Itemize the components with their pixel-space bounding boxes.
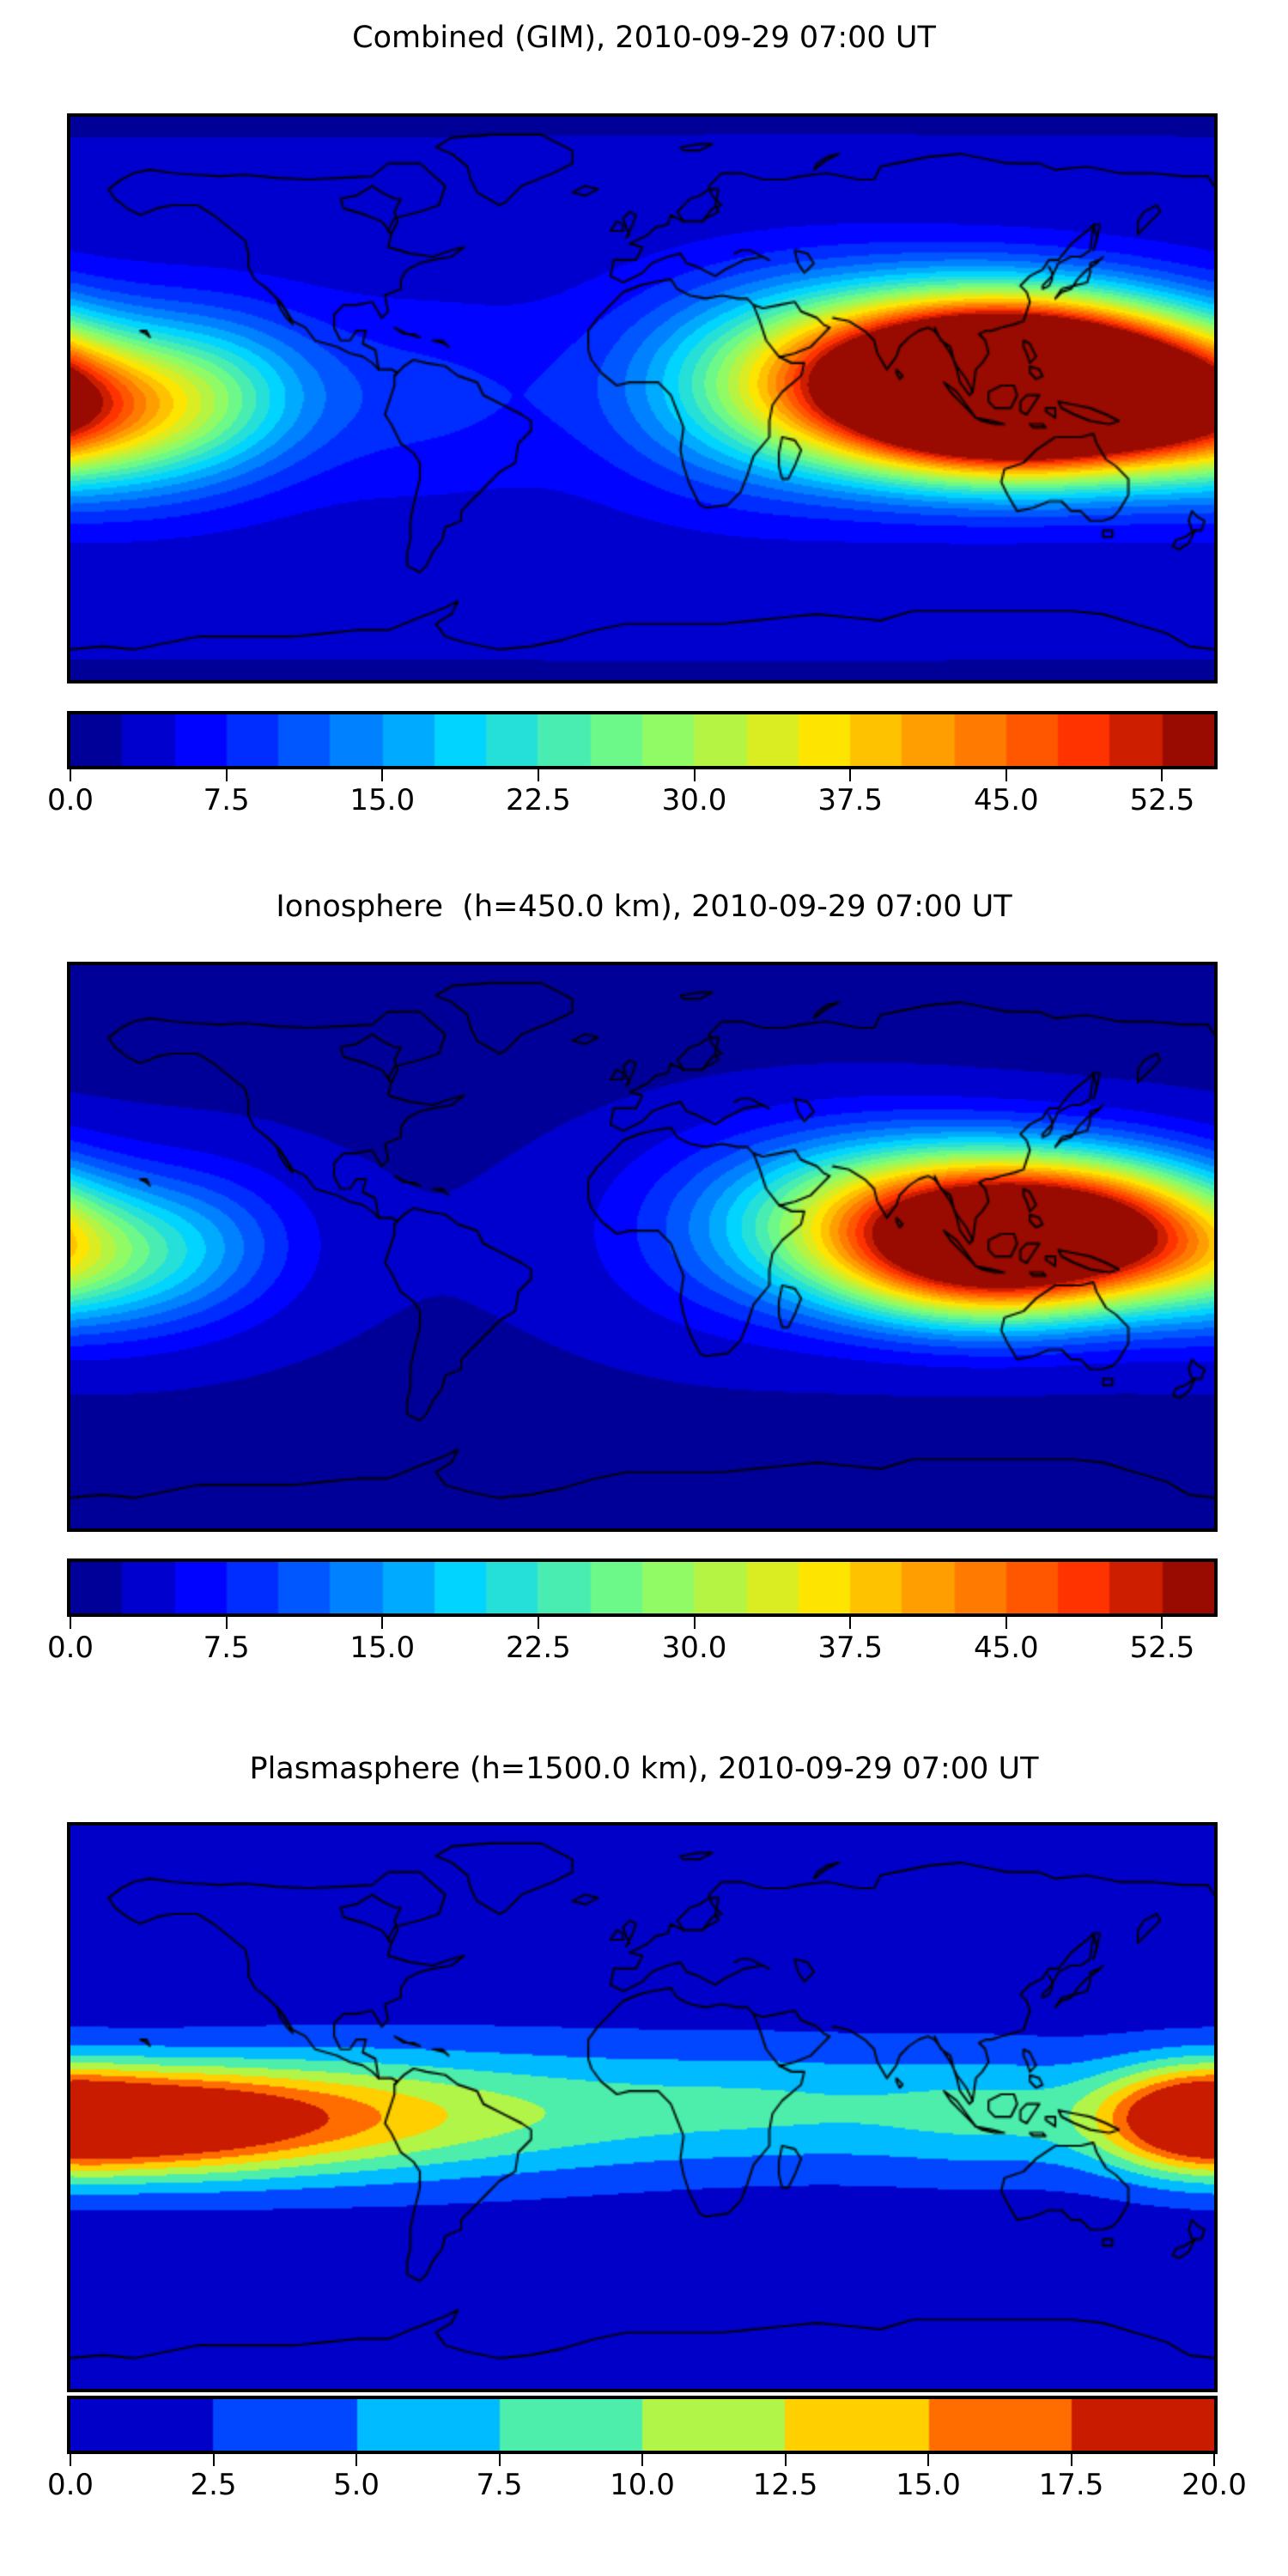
colorbar-tick-label: 37.5 (817, 1631, 884, 1665)
panel-title-combined-gim: Combined (GIM), 2010-09-29 07:00 UT (352, 21, 936, 55)
colorbar-tick (693, 1617, 696, 1629)
map-canvas-ionosphere (70, 965, 1214, 1528)
colorbar-tick (693, 769, 696, 781)
colorbar-tick-label: 30.0 (661, 783, 727, 817)
colorbar-labels-plasmasphere: 0.0 2.5 5.0 7.5 10.0 12.5 15.0 17.5 20.0 (47, 2468, 1247, 2504)
colorbar-combined-gim: 0.0 7.5 15.0 22.5 30.0 37.5 45.0 52.5 (47, 711, 1218, 823)
colorbar-tick-label: 0.0 (46, 2468, 94, 2502)
colorbar-tick-label: 20.0 (1182, 2468, 1247, 2502)
colorbar-gradient-ionosphere (67, 1558, 1218, 1617)
colorbar-tick-label: 15.0 (349, 783, 416, 817)
colorbar-tick-label: 0.0 (46, 783, 94, 817)
colorbar-tick-label: 52.5 (1129, 783, 1195, 817)
colorbar-tick (1005, 1617, 1007, 1629)
colorbar-tick (70, 1617, 71, 1629)
colorbar-tick-label: 22.5 (506, 1631, 571, 1665)
map-ionosphere (67, 962, 1218, 1532)
panel-title-plasmasphere: Plasmasphere (h=1500.0 km), 2010-09-29 0… (249, 1752, 1039, 1786)
colorbar-tick (381, 769, 384, 781)
colorbar-tick-label: 0.0 (46, 1631, 94, 1665)
colorbar-tick-label: 7.5 (476, 2468, 523, 2502)
panel-title-ionosphere: Ionosphere (h=450.0 km), 2010-09-29 07:0… (276, 890, 1012, 924)
colorbar-tick-label: 22.5 (506, 783, 571, 817)
colorbar-tick (355, 2454, 357, 2466)
colorbar-ticks-plasmasphere (67, 2454, 1215, 2466)
colorbar-tick (70, 2454, 71, 2466)
colorbar-tick-label: 15.0 (349, 1631, 416, 1665)
colorbar-tick (927, 2454, 929, 2466)
colorbar-gradient-plasmasphere (67, 2396, 1218, 2454)
colorbar-ticks-combined-gim (67, 769, 1211, 781)
colorbar-gradient-combined-gim (67, 711, 1218, 769)
colorbar-ticks-ionosphere (67, 1617, 1211, 1629)
colorbar-tick (537, 769, 539, 781)
colorbar-tick (1161, 769, 1163, 781)
colorbar-tick-label: 2.5 (190, 2468, 237, 2502)
colorbar-tick-label: 52.5 (1129, 1631, 1195, 1665)
colorbar-labels-combined-gim: 0.0 7.5 15.0 22.5 30.0 37.5 45.0 52.5 (47, 783, 1211, 819)
colorbar-tick-label: 7.5 (203, 1631, 250, 1665)
colorbar-tick (1213, 2454, 1215, 2466)
colorbar-tick-label: 45.0 (973, 783, 1039, 817)
colorbar-tick (212, 2454, 215, 2466)
colorbar-tick (498, 2454, 501, 2466)
colorbar-tick-label: 5.0 (332, 2468, 380, 2502)
colorbar-labels-ionosphere: 0.0 7.5 15.0 22.5 30.0 37.5 45.0 52.5 (47, 1631, 1211, 1667)
colorbar-tick-label: 30.0 (661, 1631, 727, 1665)
colorbar-tick-label: 37.5 (817, 783, 884, 817)
colorbar-tick-label: 10.0 (610, 2468, 675, 2502)
colorbar-tick (1005, 769, 1007, 781)
colorbar-tick (537, 1617, 539, 1629)
colorbar-tick (1161, 1617, 1163, 1629)
colorbar-tick (784, 2454, 787, 2466)
colorbar-tick-label: 12.5 (752, 2468, 818, 2502)
map-combined-gim (67, 113, 1218, 683)
colorbar-tick (1070, 2454, 1072, 2466)
colorbar-tick (225, 1617, 228, 1629)
colorbar-tick-label: 45.0 (973, 1631, 1039, 1665)
colorbar-tick-label: 15.0 (896, 2468, 961, 2502)
map-canvas-plasmasphere (70, 1826, 1214, 2389)
colorbar-tick-label: 17.5 (1038, 2468, 1104, 2502)
colorbar-tick (849, 769, 852, 781)
map-canvas-combined-gim (70, 117, 1214, 680)
colorbar-tick (70, 769, 71, 781)
colorbar-plasmasphere: 0.0 2.5 5.0 7.5 10.0 12.5 15.0 17.5 20.0 (47, 2396, 1247, 2507)
colorbar-tick (225, 769, 228, 781)
colorbar-tick (381, 1617, 384, 1629)
colorbar-tick (641, 2454, 643, 2466)
colorbar-tick-label: 7.5 (203, 783, 250, 817)
colorbar-tick (849, 1617, 852, 1629)
map-plasmasphere (67, 1822, 1218, 2392)
colorbar-ionosphere: 0.0 7.5 15.0 22.5 30.0 37.5 45.0 52.5 (47, 1558, 1218, 1670)
